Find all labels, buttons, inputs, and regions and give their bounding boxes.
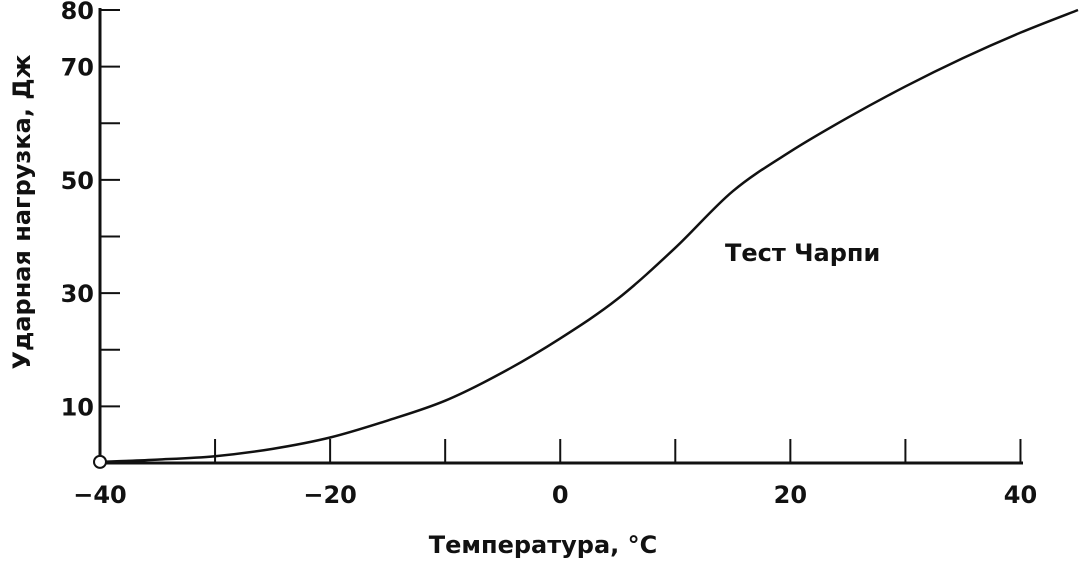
x-tick-label: 0 xyxy=(552,481,569,509)
x-tick-label: 20 xyxy=(774,481,807,509)
y-tick-label: 80 xyxy=(61,0,94,25)
x-tick-label: −20 xyxy=(303,481,357,509)
x-tick-label: 40 xyxy=(1004,481,1037,509)
series-annotation: Тест Чарпи xyxy=(725,239,880,267)
x-tick-label: −40 xyxy=(73,481,127,509)
series-layer xyxy=(93,8,1079,469)
labels: 10 30 50 70 80 −40 −20 0 20 40 xyxy=(61,0,1038,509)
ticks xyxy=(99,9,1022,463)
start-point-marker xyxy=(93,454,107,469)
charpy-curve xyxy=(99,8,1079,464)
y-tick-label: 50 xyxy=(61,167,94,195)
axes xyxy=(98,8,1023,465)
y-tick-label: 30 xyxy=(61,280,94,308)
x-axis-title: Температура, °С xyxy=(429,531,658,559)
y-tick-label: 70 xyxy=(61,54,94,82)
y-tick-label: 10 xyxy=(61,393,94,421)
y-axis-title: Ударная нагрузка, Дж xyxy=(8,54,36,369)
